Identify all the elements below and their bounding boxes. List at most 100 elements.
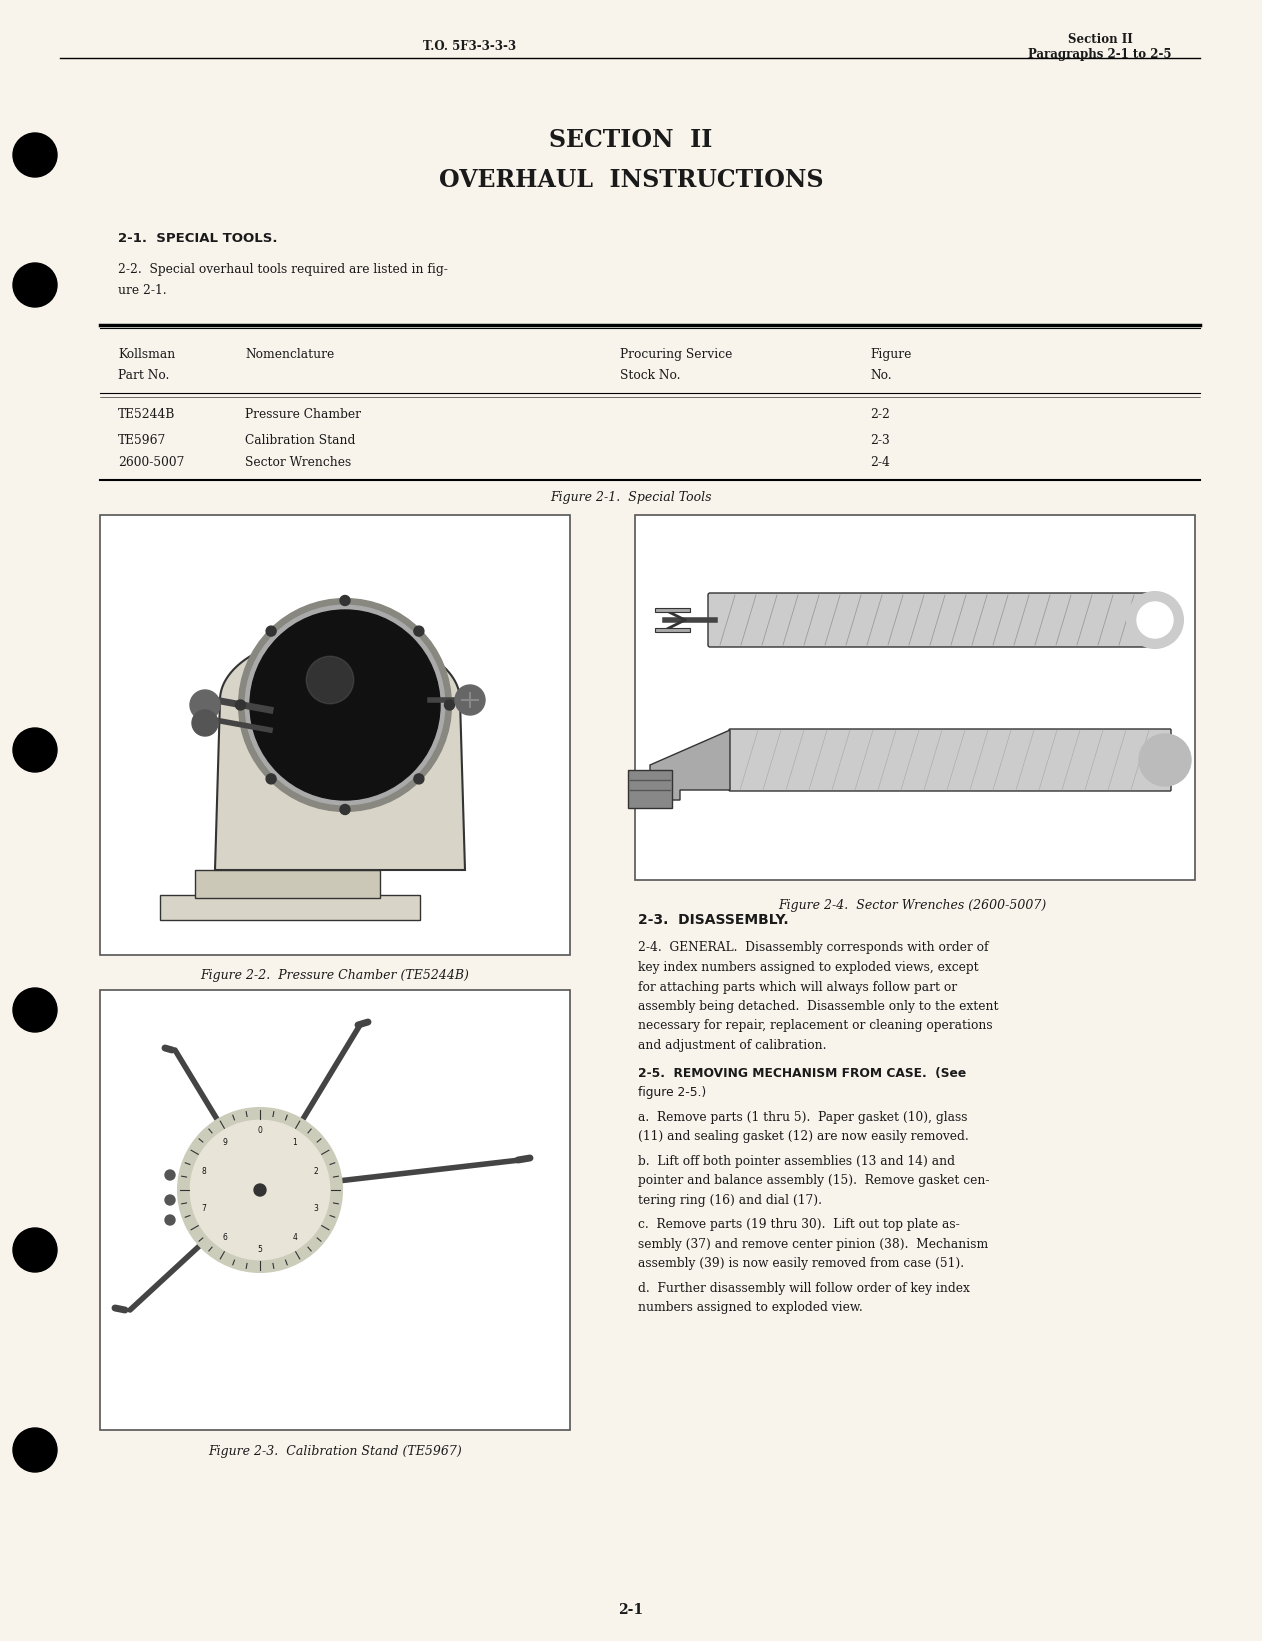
- Text: 2-4: 2-4: [870, 456, 890, 468]
- Polygon shape: [215, 633, 464, 870]
- Text: c.  Remove parts (19 thru 30).  Lift out top plate as-: c. Remove parts (19 thru 30). Lift out t…: [639, 1218, 959, 1231]
- Text: 2-2: 2-2: [870, 409, 890, 422]
- Circle shape: [178, 1108, 342, 1272]
- Text: Figure: Figure: [870, 348, 911, 361]
- Text: 5: 5: [257, 1244, 262, 1254]
- Circle shape: [456, 684, 485, 715]
- Text: T.O. 5F3-3-3-3: T.O. 5F3-3-3-3: [424, 39, 516, 53]
- Text: key index numbers assigned to exploded views, except: key index numbers assigned to exploded v…: [639, 962, 978, 975]
- FancyBboxPatch shape: [655, 609, 690, 612]
- Text: sembly (37) and remove center pinion (38).  Mechanism: sembly (37) and remove center pinion (38…: [639, 1237, 988, 1250]
- Text: d.  Further disassembly will follow order of key index: d. Further disassembly will follow order…: [639, 1282, 970, 1295]
- Text: b.  Lift off both pointer assemblies (13 and 14) and: b. Lift off both pointer assemblies (13 …: [639, 1155, 955, 1167]
- Text: 2-2.  Special overhaul tools required are listed in fig-: 2-2. Special overhaul tools required are…: [119, 264, 448, 276]
- Circle shape: [239, 599, 452, 811]
- Text: assembly (39) is now easily removed from case (51).: assembly (39) is now easily removed from…: [639, 1257, 964, 1270]
- Circle shape: [307, 656, 353, 704]
- Text: OVERHAUL  INSTRUCTIONS: OVERHAUL INSTRUCTIONS: [439, 167, 823, 192]
- Text: Nomenclature: Nomenclature: [245, 348, 334, 361]
- Text: Figure 2-2.  Pressure Chamber (TE5244B): Figure 2-2. Pressure Chamber (TE5244B): [201, 968, 469, 981]
- Text: 2-3: 2-3: [870, 433, 890, 446]
- Text: figure 2-5.): figure 2-5.): [639, 1086, 707, 1099]
- FancyBboxPatch shape: [196, 870, 380, 898]
- Text: 9: 9: [223, 1137, 227, 1147]
- FancyBboxPatch shape: [655, 629, 690, 632]
- FancyBboxPatch shape: [708, 592, 1157, 647]
- Text: numbers assigned to exploded view.: numbers assigned to exploded view.: [639, 1301, 863, 1314]
- Text: 2-1: 2-1: [618, 1603, 644, 1616]
- Circle shape: [191, 1121, 329, 1260]
- Text: for attaching parts which will always follow part or: for attaching parts which will always fo…: [639, 981, 957, 993]
- Text: Part No.: Part No.: [119, 369, 169, 381]
- Text: 6: 6: [223, 1234, 227, 1242]
- Text: Figure 2-3.  Calibration Stand (TE5967): Figure 2-3. Calibration Stand (TE5967): [208, 1446, 462, 1459]
- Circle shape: [254, 1185, 266, 1196]
- FancyBboxPatch shape: [160, 894, 420, 921]
- Text: ure 2-1.: ure 2-1.: [119, 284, 167, 297]
- Circle shape: [339, 804, 350, 814]
- Text: Section II: Section II: [1068, 33, 1132, 46]
- Circle shape: [266, 627, 276, 637]
- Text: 0: 0: [257, 1126, 262, 1136]
- Text: and adjustment of calibration.: and adjustment of calibration.: [639, 1039, 827, 1052]
- Text: necessary for repair, replacement or cleaning operations: necessary for repair, replacement or cle…: [639, 1019, 993, 1032]
- Circle shape: [414, 627, 424, 637]
- Circle shape: [266, 775, 276, 784]
- Text: 2600-5007: 2600-5007: [119, 456, 184, 468]
- FancyBboxPatch shape: [100, 990, 570, 1429]
- Circle shape: [192, 711, 218, 737]
- Text: pointer and balance assembly (15).  Remove gasket cen-: pointer and balance assembly (15). Remov…: [639, 1173, 989, 1186]
- Circle shape: [13, 1227, 57, 1272]
- Text: 3: 3: [314, 1204, 318, 1213]
- Text: TE5967: TE5967: [119, 433, 167, 446]
- Circle shape: [165, 1170, 175, 1180]
- FancyBboxPatch shape: [100, 515, 570, 955]
- Text: assembly being detached.  Disassemble only to the extent: assembly being detached. Disassemble onl…: [639, 999, 998, 1012]
- Text: Figure 2-1.  Special Tools: Figure 2-1. Special Tools: [550, 492, 712, 504]
- Text: Paragraphs 2-1 to 2-5: Paragraphs 2-1 to 2-5: [1029, 49, 1171, 61]
- Circle shape: [250, 610, 440, 801]
- Circle shape: [13, 263, 57, 307]
- Text: SECTION  II: SECTION II: [549, 128, 713, 153]
- Circle shape: [1137, 602, 1172, 638]
- Text: TE5244B: TE5244B: [119, 409, 175, 422]
- Circle shape: [13, 133, 57, 177]
- Text: 2-5.  REMOVING MECHANISM FROM CASE.  (See: 2-5. REMOVING MECHANISM FROM CASE. (See: [639, 1067, 967, 1080]
- Text: No.: No.: [870, 369, 892, 381]
- Circle shape: [165, 1195, 175, 1204]
- Text: Kollsman: Kollsman: [119, 348, 175, 361]
- Circle shape: [339, 596, 350, 606]
- Text: a.  Remove parts (1 thru 5).  Paper gasket (10), glass: a. Remove parts (1 thru 5). Paper gasket…: [639, 1111, 968, 1124]
- Circle shape: [245, 606, 444, 804]
- Text: Figure 2-4.  Sector Wrenches (2600-5007): Figure 2-4. Sector Wrenches (2600-5007): [777, 899, 1046, 911]
- FancyBboxPatch shape: [628, 770, 671, 807]
- Text: 2-4.  GENERAL.  Disassembly corresponds with order of: 2-4. GENERAL. Disassembly corresponds wi…: [639, 942, 988, 955]
- Text: Calibration Stand: Calibration Stand: [245, 433, 356, 446]
- Text: Stock No.: Stock No.: [620, 369, 680, 381]
- Circle shape: [414, 775, 424, 784]
- FancyBboxPatch shape: [635, 515, 1195, 880]
- Text: (11) and sealing gasket (12) are now easily removed.: (11) and sealing gasket (12) are now eas…: [639, 1131, 969, 1144]
- Polygon shape: [650, 730, 729, 801]
- Circle shape: [1140, 734, 1191, 786]
- Text: 2: 2: [314, 1167, 318, 1177]
- Text: Sector Wrenches: Sector Wrenches: [245, 456, 351, 468]
- Text: 1: 1: [293, 1137, 297, 1147]
- Circle shape: [1127, 592, 1182, 648]
- Circle shape: [236, 701, 246, 711]
- Circle shape: [191, 689, 220, 720]
- FancyBboxPatch shape: [729, 729, 1171, 791]
- Circle shape: [165, 1214, 175, 1224]
- Text: tering ring (16) and dial (17).: tering ring (16) and dial (17).: [639, 1193, 822, 1206]
- Text: 8: 8: [202, 1167, 206, 1177]
- Text: 2-1.  SPECIAL TOOLS.: 2-1. SPECIAL TOOLS.: [119, 231, 278, 245]
- Circle shape: [13, 1428, 57, 1472]
- Text: 2-3.  DISASSEMBLY.: 2-3. DISASSEMBLY.: [639, 912, 789, 927]
- Circle shape: [13, 729, 57, 771]
- Circle shape: [13, 988, 57, 1032]
- Text: Procuring Service: Procuring Service: [620, 348, 732, 361]
- Text: 7: 7: [202, 1204, 206, 1213]
- Circle shape: [444, 701, 454, 711]
- Text: 4: 4: [293, 1234, 297, 1242]
- Text: Pressure Chamber: Pressure Chamber: [245, 409, 361, 422]
